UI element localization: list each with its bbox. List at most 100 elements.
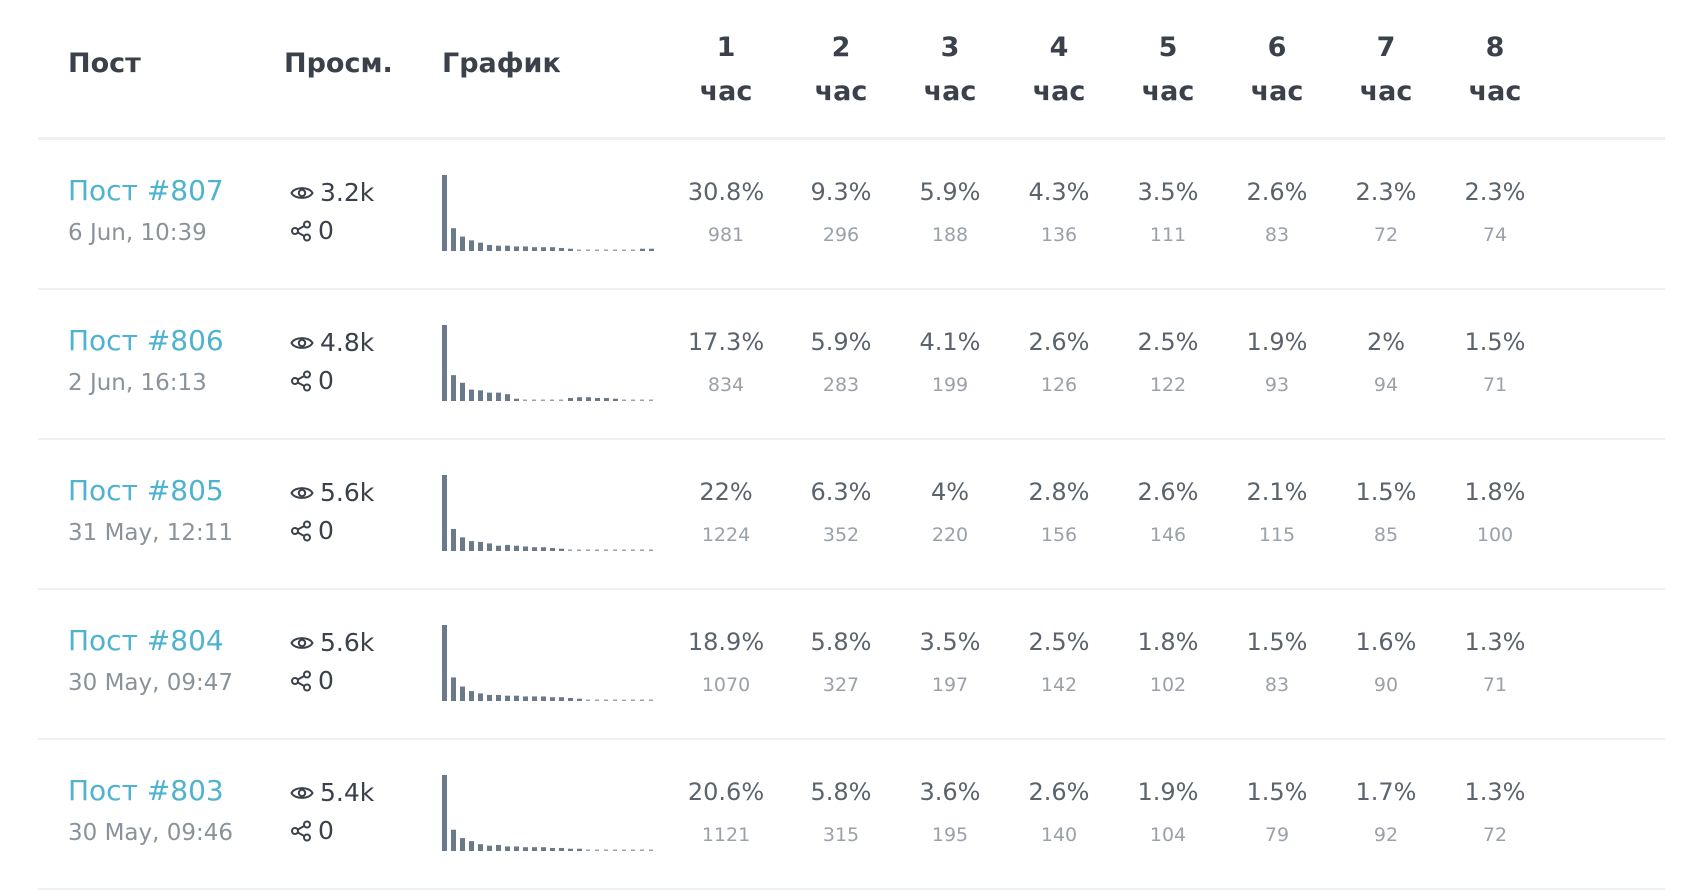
- views-sparkline: [442, 625, 653, 701]
- hour-percent: 2.5%: [1028, 628, 1090, 656]
- hour-count: 102: [1149, 674, 1187, 696]
- sparkline-bar: [568, 549, 572, 551]
- sparkline-bar: [640, 699, 644, 701]
- post-link[interactable]: Пост #806: [68, 324, 224, 357]
- header-hour-5: 5 час: [1108, 26, 1228, 114]
- hour-percent: 5.9%: [810, 328, 872, 356]
- hour-percent: 2.6%: [1028, 778, 1090, 806]
- hour-count: 327: [822, 674, 860, 696]
- header-hour-1: 1 час: [666, 26, 786, 114]
- hour-percent: 2.6%: [1028, 328, 1090, 356]
- sparkline-bar: [469, 541, 474, 551]
- post-date: 30 May, 09:46: [68, 820, 234, 846]
- sparkline-bar: [622, 249, 626, 251]
- sparkline-bar: [460, 382, 465, 401]
- hour-count: 85: [1373, 524, 1399, 546]
- hour-count: 79: [1264, 824, 1290, 846]
- sparkline-bar: [559, 697, 564, 701]
- sparkline-bar: [478, 541, 483, 551]
- hour-percent: 3.5%: [1137, 178, 1199, 206]
- sparkline-bar: [514, 695, 519, 701]
- sparkline-bar: [541, 399, 545, 401]
- sparkline-bar: [559, 548, 564, 551]
- hour-percent: 1.3%: [1464, 778, 1526, 806]
- sparkline-bar: [451, 228, 456, 251]
- sparkline-bar: [595, 849, 599, 851]
- sparkline-bar: [586, 549, 590, 551]
- sparkline-bar: [460, 838, 465, 851]
- header-hour-4: 4 час: [999, 26, 1119, 114]
- sparkline-bar: [604, 849, 608, 851]
- sparkline-bar: [496, 844, 501, 851]
- share-icon: [290, 520, 312, 542]
- hour-count: 74: [1482, 224, 1508, 246]
- sparkline-bar: [514, 846, 519, 851]
- views-value: 5.6k: [320, 628, 375, 657]
- sparkline-bar: [640, 248, 645, 251]
- hour-count: 195: [931, 824, 969, 846]
- post-link[interactable]: Пост #804: [68, 624, 224, 657]
- header-hour-6: 6 час: [1217, 26, 1337, 114]
- sparkline-bar: [523, 847, 528, 851]
- hour-percent: 1.5%: [1355, 478, 1417, 506]
- header-hour-unit: час: [1032, 76, 1086, 107]
- sparkline-bar: [541, 696, 546, 701]
- sparkline-bar: [487, 392, 492, 401]
- sparkline-bar: [541, 547, 546, 551]
- hour-count: 115: [1258, 524, 1296, 546]
- post-link[interactable]: Пост #805: [68, 474, 224, 507]
- post-link[interactable]: Пост #807: [68, 174, 224, 207]
- sparkline-bar: [505, 394, 510, 401]
- hour-percent: 1.3%: [1464, 628, 1526, 656]
- hour-percent: 18.9%: [687, 628, 765, 656]
- hour-count: 136: [1040, 224, 1078, 246]
- sparkline-bar: [532, 696, 537, 701]
- views-sparkline: [442, 775, 653, 851]
- header-hour-unit: час: [923, 76, 977, 107]
- sparkline-bar: [595, 249, 599, 251]
- table-row: Пост #804 30 May, 09:47 5.6k 0 18.9% 1070 5.8%…: [38, 590, 1665, 740]
- hour-count: 72: [1482, 824, 1508, 846]
- sparkline-bar: [505, 695, 510, 701]
- sparkline-bar: [595, 699, 599, 701]
- header-hour-unit: час: [1250, 76, 1304, 107]
- sparkline-bar: [568, 248, 573, 251]
- sparkline-bar: [532, 399, 536, 401]
- hour-percent: 5.8%: [810, 628, 872, 656]
- header-hour-number: 1: [716, 32, 736, 63]
- sparkline-bar: [478, 242, 483, 251]
- header-hour-8: 8 час: [1435, 26, 1555, 114]
- sparkline-bar: [631, 699, 635, 701]
- hour-percent: 22%: [699, 478, 753, 506]
- sparkline-bar: [478, 693, 483, 701]
- header-hour-2: 2 час: [781, 26, 901, 114]
- sparkline-bar: [460, 236, 465, 251]
- sparkline-bar: [613, 249, 617, 251]
- views-count: 5.6k: [290, 628, 374, 657]
- sparkline-bar: [442, 475, 447, 551]
- shares-count: 0: [290, 816, 334, 845]
- hour-percent: 20.6%: [687, 778, 765, 806]
- hour-count: 981: [707, 224, 745, 246]
- hour-percent: 2.3%: [1464, 178, 1526, 206]
- sparkline-bar: [451, 528, 456, 551]
- post-link[interactable]: Пост #803: [68, 774, 224, 807]
- hour-percent: 1.5%: [1464, 328, 1526, 356]
- sparkline-bar: [514, 545, 519, 551]
- header-hour-7: 7 час: [1326, 26, 1446, 114]
- hour-count: 100: [1476, 524, 1514, 546]
- views-count: 5.6k: [290, 478, 374, 507]
- views-sparkline: [442, 325, 653, 401]
- sparkline-bar: [649, 849, 653, 851]
- hour-percent: 1.8%: [1464, 478, 1526, 506]
- hour-percent: 2%: [1366, 328, 1406, 356]
- sparkline-bar: [649, 399, 653, 401]
- sparkline-bar: [451, 375, 456, 401]
- sparkline-bar: [442, 175, 447, 251]
- sparkline-bar: [613, 699, 617, 701]
- hour-count: 94: [1373, 374, 1399, 396]
- hour-count: 197: [931, 674, 969, 696]
- sparkline-bar: [514, 246, 519, 251]
- sparkline-bar: [523, 246, 528, 251]
- hour-count: 83: [1264, 674, 1290, 696]
